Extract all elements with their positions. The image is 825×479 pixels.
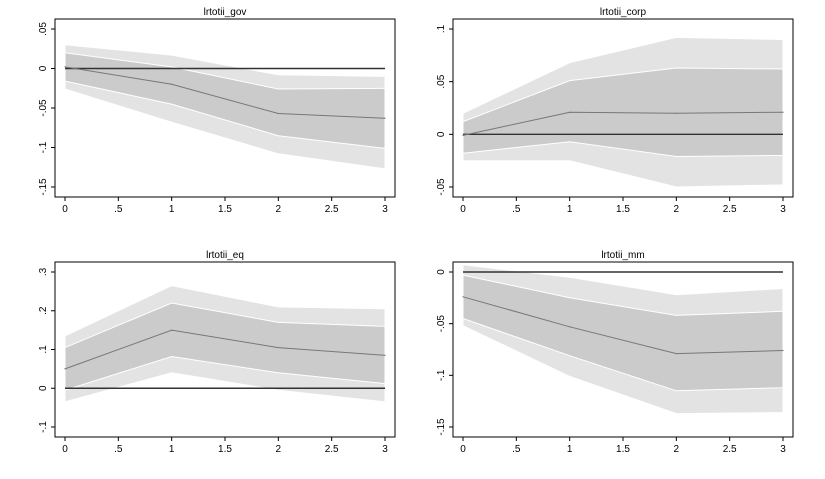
y-tick-label: 0 — [436, 269, 447, 275]
impulse-response-line — [64, 329, 386, 370]
x-tick-label: 0 — [62, 444, 68, 455]
impulse-response-line — [64, 66, 386, 119]
y-tick-label: -.1 — [38, 421, 49, 433]
x-tick-label: 0 — [460, 204, 466, 215]
response-point — [171, 83, 173, 85]
x-tick-label: .5 — [114, 444, 123, 455]
y-tick-label: -.15 — [436, 418, 447, 436]
x-tick-label: 1 — [567, 444, 573, 455]
response-point — [675, 353, 677, 355]
response-point — [782, 111, 784, 113]
x-tick-label: 1.5 — [218, 444, 232, 455]
response-point — [277, 112, 279, 115]
response-point — [782, 349, 784, 352]
x-tick-label: 0 — [62, 204, 68, 215]
inner-confidence-band — [462, 274, 784, 392]
inner-confidence-band — [64, 302, 386, 391]
response-point — [384, 117, 386, 119]
response-point — [384, 354, 386, 356]
x-tick-label: 0 — [460, 444, 466, 455]
response-point — [462, 134, 464, 136]
response-point — [171, 329, 173, 331]
impulse-response-line — [462, 111, 784, 136]
x-tick-label: 1 — [169, 204, 175, 215]
response-point — [569, 326, 571, 328]
inner-confidence-band — [64, 52, 386, 149]
chart-title: lrtotii_eq — [206, 250, 244, 261]
x-tick-label: .5 — [114, 204, 123, 215]
x-tick-label: 2 — [674, 204, 680, 215]
response-point — [277, 346, 279, 349]
x-tick-label: 2.5 — [723, 444, 737, 455]
y-tick-label: -.05 — [436, 315, 447, 333]
y-tick-label: 0 — [38, 65, 49, 71]
x-tick-label: 1.5 — [616, 444, 630, 455]
x-tick-label: 2 — [276, 204, 282, 215]
chart-panel-2: lrtotii_corp 0 .5 1 1.5 2 2.5 3 -.05 0 .05 .1 — [436, 7, 794, 215]
x-tick-label: 1.5 — [218, 204, 232, 215]
y-tick-label: -.1 — [436, 369, 447, 381]
x-tick-label: 2 — [674, 444, 680, 455]
response-point — [675, 112, 677, 114]
y-tick-label: .05 — [436, 74, 447, 88]
y-tick-label: .1 — [38, 345, 49, 354]
y-tick-label: .2 — [38, 306, 49, 315]
x-tick-label: 3 — [780, 204, 786, 215]
x-tick-label: 2.5 — [723, 204, 737, 215]
x-tick-label: .5 — [512, 444, 521, 455]
y-tick-label: .05 — [38, 22, 49, 36]
y-tick-label: -.05 — [436, 178, 447, 196]
x-tick-label: 3 — [382, 204, 388, 215]
y-tick-label: 0 — [436, 131, 447, 137]
response-point — [64, 66, 66, 68]
response-point — [64, 368, 66, 370]
x-tick-label: 3 — [780, 444, 786, 455]
chart-title: lrtotii_mm — [601, 250, 644, 261]
x-tick-label: 1 — [567, 204, 573, 215]
chart-panel-1: lrtotii_gov 0 .5 1 1.5 2 2.5 3 -.15 -.1 -.05 0 .05 — [38, 7, 396, 215]
chart-panel-4: lrtotii_mm 0 .5 1 1.5 2 2.5 3 -.15 -.1 -.05 0 — [436, 250, 794, 455]
y-tick-label: -.15 — [38, 178, 49, 196]
x-tick-label: 2.5 — [325, 204, 339, 215]
y-tick-label: .1 — [436, 24, 447, 33]
chart-panel-3: lrtotii_eq 0 .5 1 1.5 2 2.5 3 -.1 0 .1 .2 .3 — [38, 250, 396, 455]
y-tick-label: -.05 — [38, 99, 49, 117]
chart-title: lrtotii_corp — [600, 7, 647, 18]
chart-title: lrtotii_gov — [204, 7, 247, 18]
x-tick-label: 1.5 — [616, 204, 630, 215]
x-tick-label: 2 — [276, 444, 282, 455]
x-tick-label: .5 — [512, 204, 521, 215]
y-tick-label: 0 — [38, 385, 49, 391]
impulse-response-line — [462, 296, 784, 355]
x-tick-label: 2.5 — [325, 444, 339, 455]
y-tick-label: -.1 — [38, 141, 49, 153]
y-tick-label: .3 — [38, 267, 49, 276]
x-tick-label: 1 — [169, 444, 175, 455]
x-tick-label: 3 — [382, 444, 388, 455]
response-point — [569, 111, 571, 113]
response-point — [462, 296, 464, 298]
